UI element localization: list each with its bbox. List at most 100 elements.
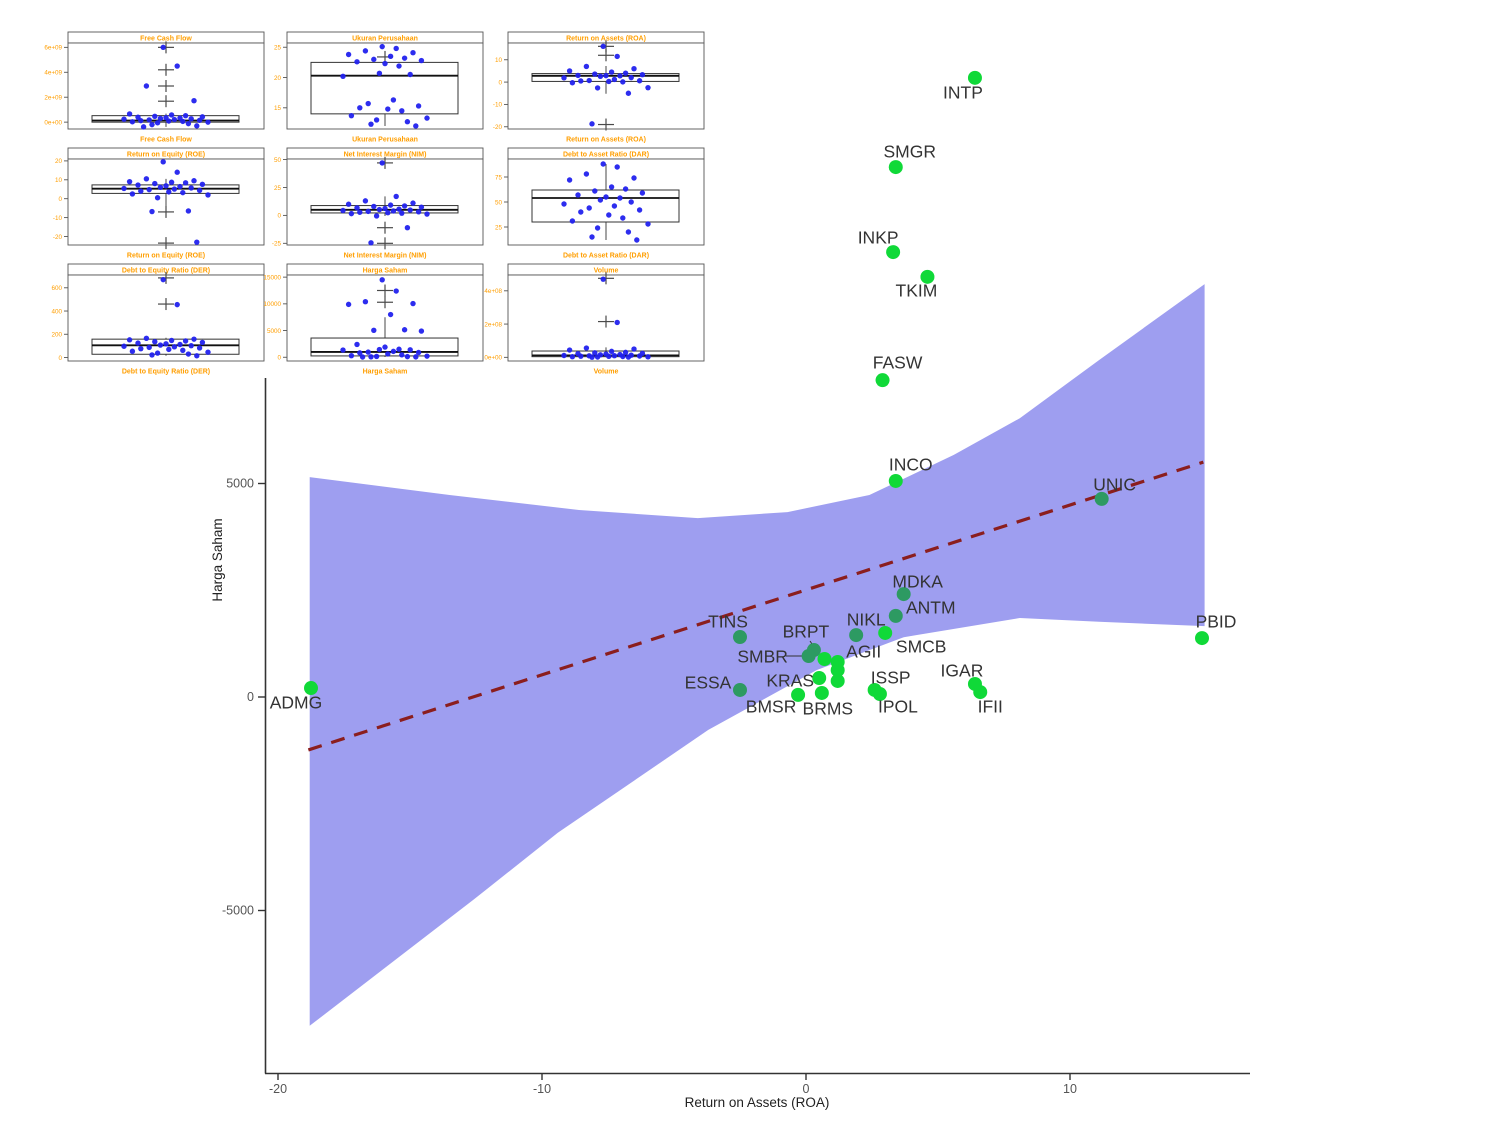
panel-data-point bbox=[589, 234, 595, 240]
point-label-inco: INCO bbox=[889, 454, 933, 474]
panel-data-point bbox=[625, 90, 632, 96]
panel-data-point bbox=[404, 224, 411, 231]
panel-data-point bbox=[603, 194, 609, 200]
data-point-inkp bbox=[886, 245, 901, 260]
panel-data-point bbox=[393, 288, 399, 294]
point-label-intp: INTP bbox=[943, 82, 983, 102]
panel-data-point bbox=[387, 311, 394, 318]
panel-data-point bbox=[121, 116, 127, 122]
panel-data-point bbox=[608, 184, 615, 190]
point-label-fasw: FASW bbox=[873, 353, 923, 373]
panel-data-point bbox=[645, 84, 651, 91]
panel-data-point bbox=[348, 352, 355, 359]
panel-data-point bbox=[129, 191, 136, 197]
point-label-smgr: SMGR bbox=[884, 142, 937, 162]
point-label-agii: AGII bbox=[846, 641, 881, 661]
panel-data-point bbox=[424, 115, 430, 121]
panel-data-point bbox=[180, 347, 186, 354]
point-label-antm: ANTM bbox=[906, 597, 956, 617]
boxplot-panel-free-cash-flow: Free Cash Flow 0e+00 2e+09 4e+09 6e+09 Free C… bbox=[44, 31, 265, 144]
point-label-mdka: MDKA bbox=[892, 572, 943, 592]
panel-data-point bbox=[396, 63, 402, 69]
panel-data-point bbox=[379, 277, 385, 283]
panel-tick-label: 400 bbox=[51, 308, 62, 315]
panel-tick-label: 25 bbox=[274, 45, 282, 52]
panel-data-point bbox=[348, 112, 355, 119]
panel-data-point bbox=[205, 349, 211, 355]
panel-data-point bbox=[628, 199, 634, 205]
panel-data-point bbox=[589, 354, 595, 360]
point-label-ipol: IPOL bbox=[878, 697, 918, 717]
panel-data-point bbox=[166, 189, 172, 195]
boxplot-panel-return-on-assets-roa: Return on Assets (ROA) -20 -10 0 10 Return on… bbox=[493, 31, 705, 144]
panel-data-point bbox=[387, 53, 394, 60]
panel-data-point bbox=[606, 212, 612, 218]
panel-data-point bbox=[622, 70, 629, 76]
panel-data-point bbox=[340, 207, 346, 214]
panel-tick-label: 0 bbox=[58, 196, 62, 203]
panel-data-point bbox=[578, 209, 584, 215]
panel-title: Net Interest Margin (NIM) bbox=[344, 152, 427, 159]
panel-data-point bbox=[396, 206, 402, 212]
data-point-agii bbox=[830, 654, 845, 669]
panel-data-point bbox=[196, 345, 203, 351]
panel-data-point bbox=[126, 111, 133, 117]
panel-data-point bbox=[357, 105, 363, 111]
panel-data-point bbox=[194, 239, 200, 245]
panel-data-point bbox=[168, 337, 175, 344]
panel-data-point bbox=[157, 342, 164, 348]
panel-data-point bbox=[639, 72, 646, 78]
panel-axis-label: Debt to Asset Ratio (DAR) bbox=[563, 253, 649, 260]
panel-data-point bbox=[177, 341, 183, 348]
panel-data-point bbox=[199, 181, 206, 188]
panel-data-point bbox=[639, 190, 646, 196]
panel-tick-label: 10000 bbox=[263, 301, 281, 308]
panel-data-point bbox=[149, 352, 155, 358]
data-point-pbid bbox=[1195, 631, 1209, 646]
panel-title: Return on Equity (ROE) bbox=[127, 152, 205, 159]
panel-data-point bbox=[561, 75, 567, 81]
box-iqr bbox=[310, 61, 459, 115]
panel-data-point bbox=[418, 328, 425, 334]
point-label-smcb: SMCB bbox=[896, 636, 947, 656]
panel-tick-label: 5000 bbox=[267, 328, 282, 335]
point-label-unic: UNIC bbox=[1093, 474, 1136, 494]
panel-data-point bbox=[603, 72, 609, 79]
panel-data-point bbox=[404, 353, 411, 360]
panel-tick-label: 0 bbox=[277, 355, 281, 362]
panel-data-point bbox=[354, 341, 360, 348]
panel-data-point bbox=[152, 180, 158, 187]
panel-data-point bbox=[631, 346, 637, 352]
panel-data-point bbox=[622, 186, 629, 192]
point-label-brms: BRMS bbox=[803, 698, 854, 718]
panel-data-point bbox=[180, 189, 186, 196]
panel-data-point bbox=[566, 347, 573, 353]
panel-data-point bbox=[415, 103, 422, 109]
panel-data-point bbox=[614, 164, 620, 170]
panel-data-point bbox=[154, 350, 161, 356]
panel-data-point bbox=[157, 184, 164, 191]
panel-data-point bbox=[146, 117, 152, 123]
panel-tick-label: 2e+09 bbox=[44, 95, 62, 102]
panel-tick-label: 20 bbox=[55, 158, 63, 165]
panel-data-point bbox=[191, 98, 197, 104]
panel-data-point bbox=[157, 115, 164, 122]
panel-data-point bbox=[345, 301, 352, 308]
data-point-bmsr bbox=[791, 687, 806, 702]
x-tick-label: -20 bbox=[269, 1082, 287, 1096]
panel-data-point bbox=[185, 208, 192, 214]
panel-data-point bbox=[345, 201, 352, 207]
panel-axis-label: Return on Equity (ROE) bbox=[127, 253, 205, 260]
panel-tick-label: 25 bbox=[495, 224, 503, 231]
panel-title: Harga Saham bbox=[363, 268, 408, 275]
regression-line bbox=[307, 460, 1204, 752]
panel-tick-label: 50 bbox=[274, 157, 282, 164]
panel-data-point bbox=[138, 188, 144, 194]
panel-data-point bbox=[376, 346, 383, 353]
point-label-ifii: IFII bbox=[978, 697, 1003, 717]
panel-data-point bbox=[407, 347, 413, 353]
panel-data-point bbox=[592, 71, 598, 77]
panel-data-point bbox=[182, 180, 189, 186]
y-tick-label: -5000 bbox=[222, 904, 254, 918]
